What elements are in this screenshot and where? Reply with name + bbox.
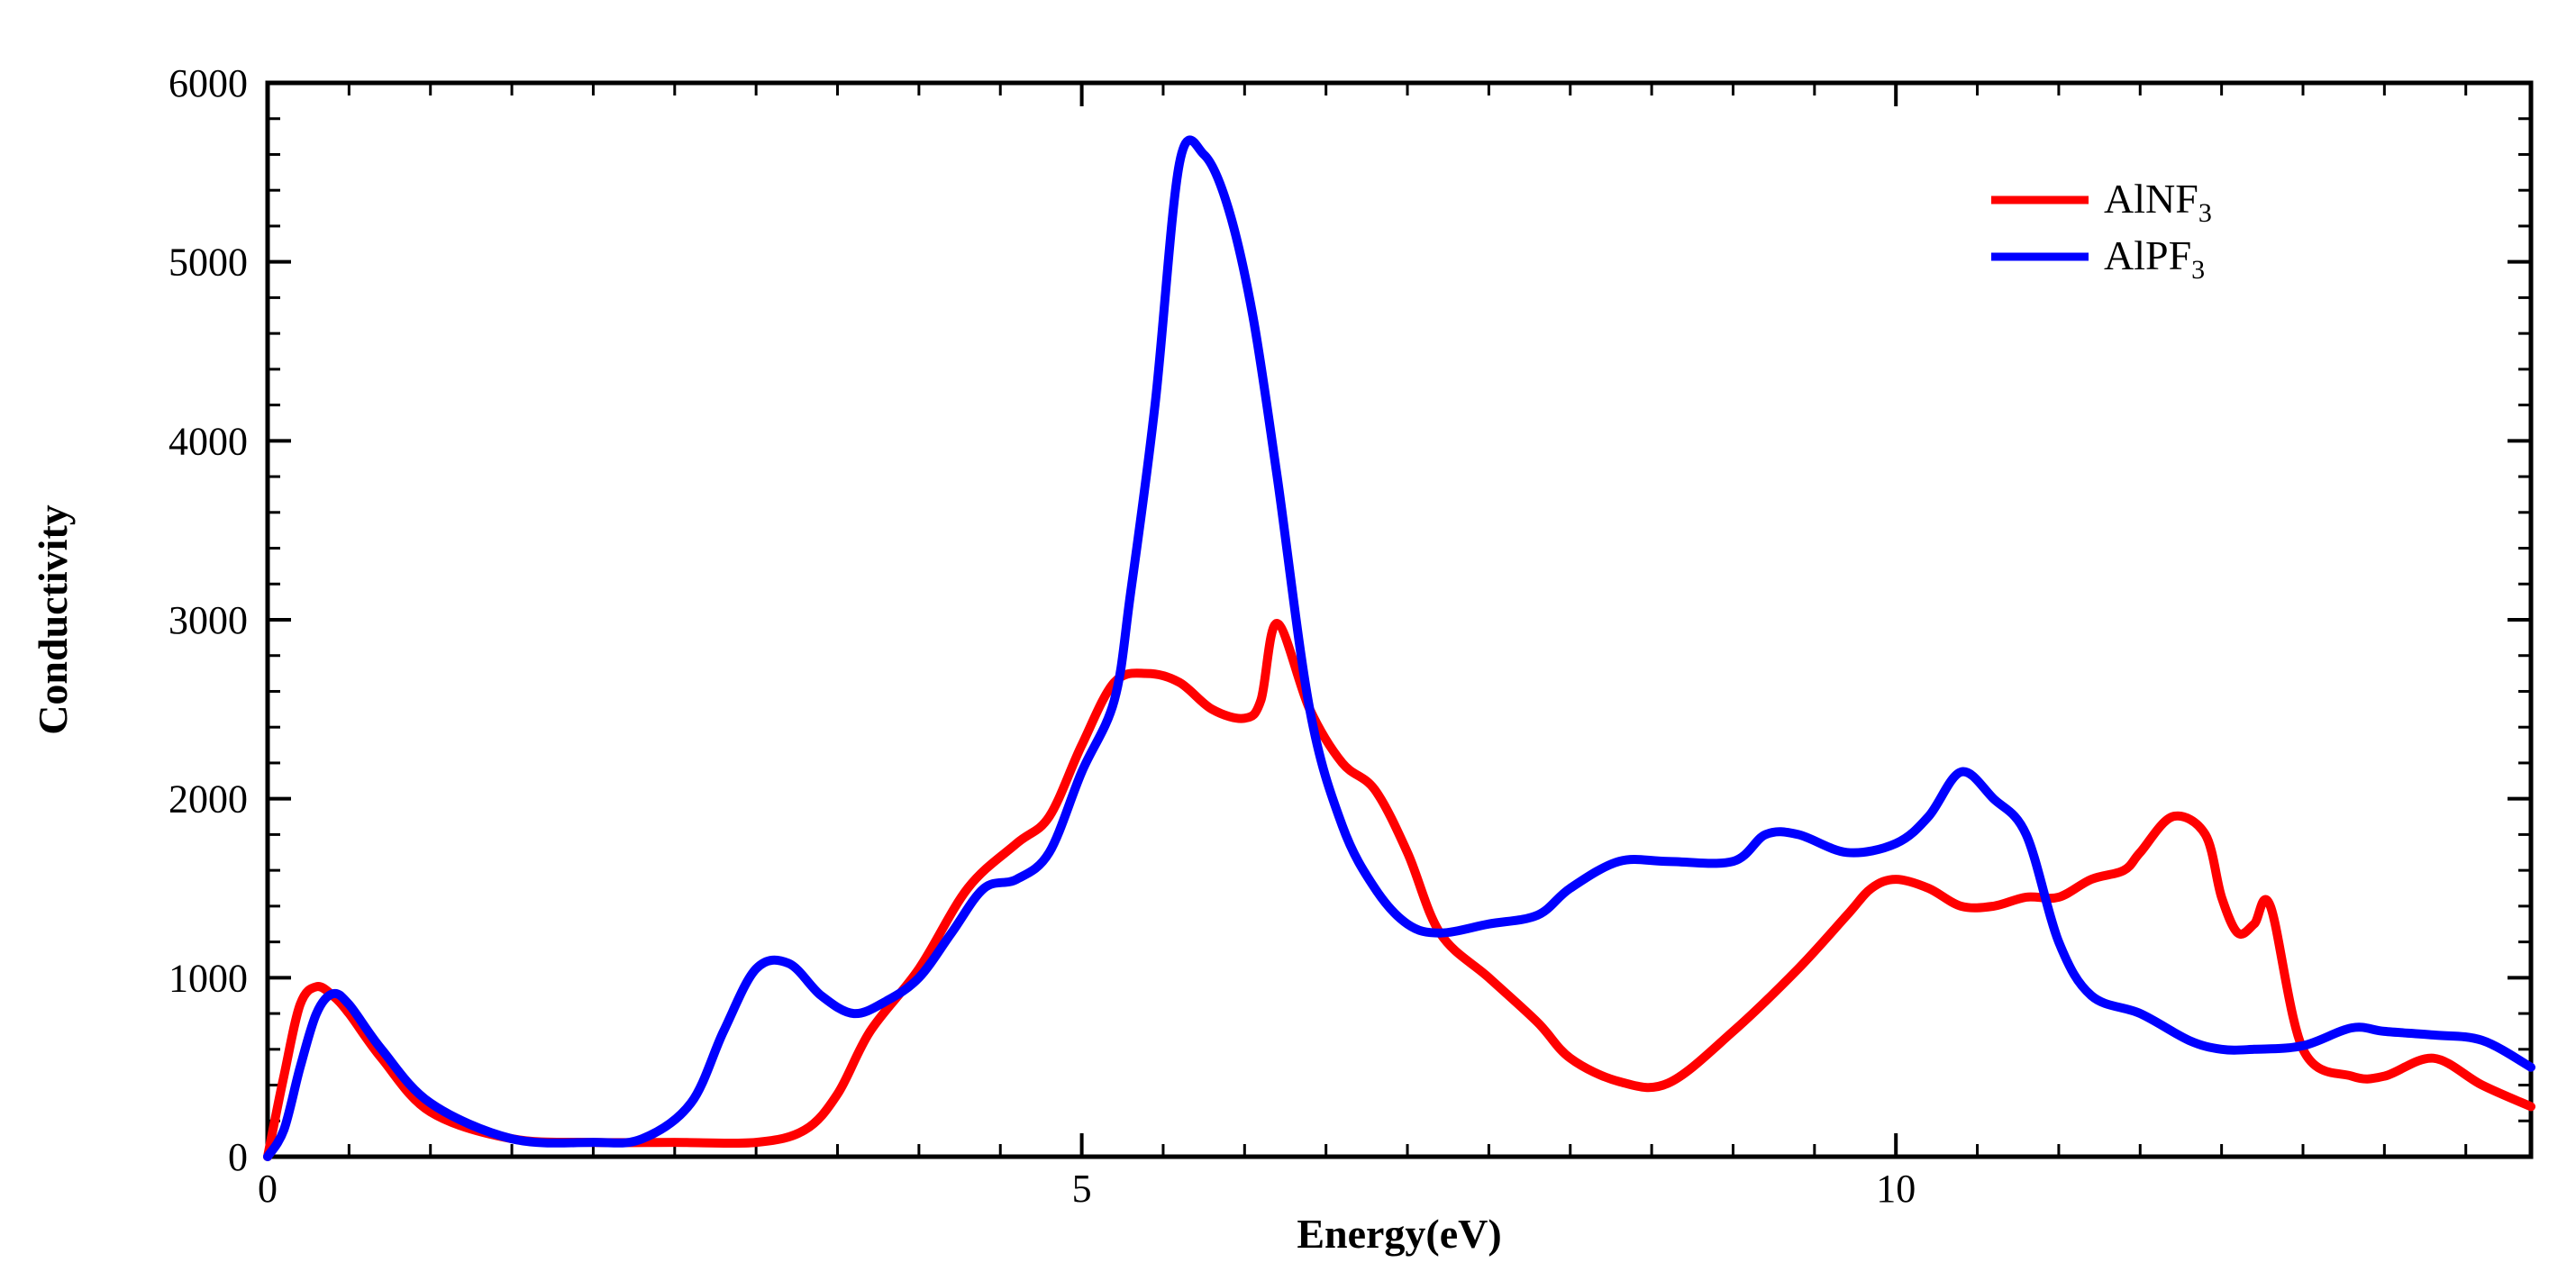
y-tick-label: 2000 <box>168 777 248 822</box>
y-tick-label: 1000 <box>168 956 248 1000</box>
y-tick-label: 5000 <box>168 241 248 285</box>
axis-ticks <box>266 81 2531 1158</box>
x-tick-label: 10 <box>1876 1167 1916 1211</box>
legend-label-alpf3: AlPF3 <box>2104 232 2205 285</box>
series-line-alpf3 <box>263 135 2535 1161</box>
y-tick-labels: 0 1000 2000 3000 4000 5000 6000 <box>168 61 248 1179</box>
legend: AlNF3 AlPF3 <box>1991 176 2212 285</box>
x-tick-labels: 0 5 10 <box>258 1167 1916 1211</box>
x-tick-label: 5 <box>1072 1167 1092 1211</box>
y-axis-title: Conductivity <box>30 504 76 735</box>
y-tick-label: 3000 <box>168 598 248 642</box>
series-lines <box>263 135 2535 1161</box>
y-tick-label: 0 <box>228 1135 248 1179</box>
series-line-alnf3 <box>263 618 2535 1161</box>
y-tick-label: 6000 <box>168 61 248 105</box>
y-tick-label: 4000 <box>168 419 248 463</box>
legend-label-alnf3: AlNF3 <box>2104 176 2212 228</box>
x-tick-label: 0 <box>258 1167 278 1211</box>
x-axis-title: Energy(eV) <box>1297 1211 1501 1257</box>
